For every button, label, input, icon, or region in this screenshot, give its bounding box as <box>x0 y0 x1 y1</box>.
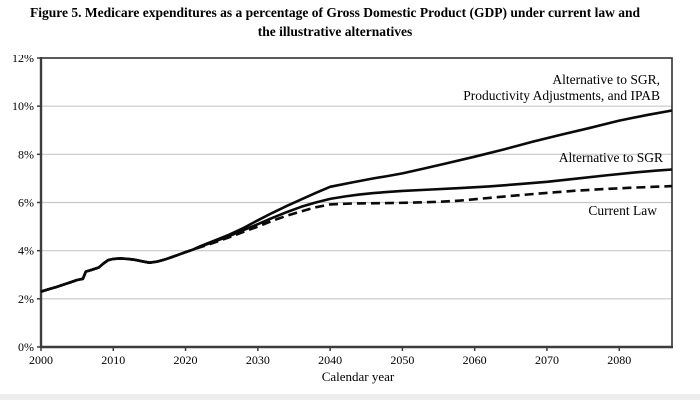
figure-title-line-2: the illustrative alternatives <box>257 24 413 39</box>
x-axis-tick-label: 2060 <box>463 353 487 367</box>
series-line-current-law <box>40 184 673 293</box>
y-axis-tick-label: 10% <box>12 99 34 113</box>
y-axis-tick-label: 4% <box>18 244 34 258</box>
series-label: Current Law <box>588 203 657 218</box>
x-axis-tick-label: 2050 <box>390 353 414 367</box>
figure-title: Figure 5. Medicare expenditures as a per… <box>0 3 700 41</box>
series-label: Alternative to SGR <box>559 150 663 165</box>
series-line-alternative-to-sgr <box>40 168 673 293</box>
series-labels: Alternative to SGR,Productivity Adjustme… <box>463 72 663 218</box>
medicare-gdp-chart: 0% 2% 4% 6% 8% 10% 12% 2000 2010 2020 2030 2040 2050… <box>12 55 673 384</box>
x-axis-tick-label: 2040 <box>318 353 342 367</box>
x-axis-title: Calendar year <box>322 369 395 384</box>
x-axis-tick-label: 2030 <box>246 353 270 367</box>
series-label: Productivity Adjustments, and IPAB <box>463 88 660 103</box>
axis-ticks <box>37 57 620 351</box>
gridlines <box>41 105 672 300</box>
x-axis-tick-label: 2000 <box>29 353 53 367</box>
y-axis-tick-label: 6% <box>18 196 34 210</box>
y-axis-tick-label: 0% <box>18 340 34 354</box>
x-axis-tick-label: 2020 <box>174 353 198 367</box>
x-axis-tick-label: 2080 <box>607 353 631 367</box>
y-axis-tick-label: 2% <box>18 292 34 306</box>
axis-tick-labels: 0% 2% 4% 6% 8% 10% 12% 2000 2010 2020 2030 2040 2050… <box>12 55 631 367</box>
figure-title-line-1: Figure 5. Medicare expenditures as a per… <box>30 5 640 20</box>
series-label: Alternative to SGR, <box>552 72 660 87</box>
x-axis-tick-label: 2070 <box>535 353 559 367</box>
y-axis-tick-label: 8% <box>18 147 34 161</box>
y-axis-tick-label: 12% <box>12 55 34 65</box>
window-bottom-edge <box>0 394 700 400</box>
series-line-alternative-to-sgr-productivity-adjustments-and-ipab <box>40 109 673 293</box>
series-curves <box>40 109 673 293</box>
x-axis-tick-label: 2010 <box>101 353 125 367</box>
